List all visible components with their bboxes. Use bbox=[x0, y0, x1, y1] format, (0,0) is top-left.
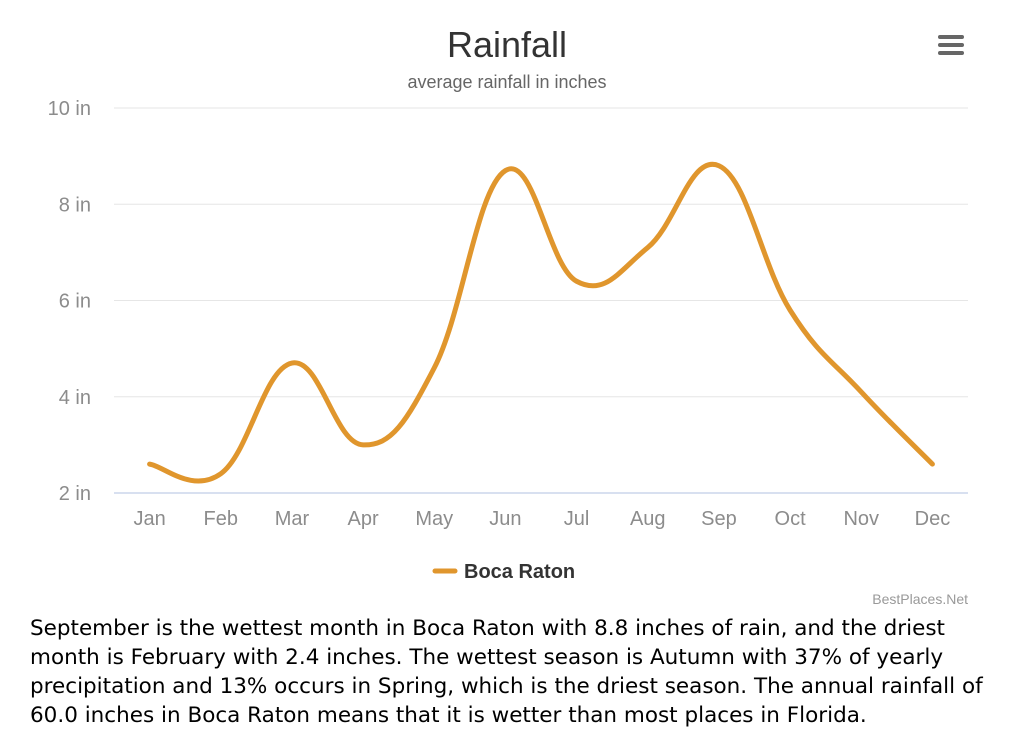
data-point[interactable] bbox=[571, 275, 583, 287]
rainfall-chart: 2 in 4 in 6 in 8 in 10 in Jan Feb Mar Apr May Jun… bbox=[48, 98, 968, 583]
data-point[interactable] bbox=[215, 468, 227, 480]
chart-title: Rainfall bbox=[446, 24, 568, 65]
chart-subtitle: average rainfall in inches bbox=[407, 72, 607, 92]
x-tick-label: Nov bbox=[843, 508, 879, 530]
hamburger-menu-icon bbox=[938, 35, 964, 39]
x-axis-ticks: Jan Feb Mar Apr May Jun Jul Aug Sep Oct Nov Dec bbox=[133, 508, 950, 530]
legend-label[interactable]: Boca Raton bbox=[464, 561, 575, 583]
hamburger-menu-icon-bar bbox=[938, 51, 964, 55]
data-point[interactable] bbox=[428, 362, 440, 374]
x-tick-label: Apr bbox=[348, 508, 379, 530]
data-point[interactable] bbox=[713, 160, 725, 172]
y-tick-label: 6 in bbox=[59, 291, 91, 313]
data-point[interactable] bbox=[357, 439, 369, 451]
x-tick-label: Jul bbox=[564, 508, 590, 530]
y-tick-label: 8 in bbox=[59, 194, 91, 216]
data-point[interactable] bbox=[286, 357, 298, 369]
x-tick-label: Jun bbox=[489, 508, 521, 530]
data-point[interactable] bbox=[926, 458, 938, 470]
x-tick-label: Jan bbox=[133, 508, 165, 530]
data-point[interactable] bbox=[784, 304, 796, 316]
credit-link[interactable]: BestPlaces.Net bbox=[872, 591, 968, 607]
x-tick-label: Dec bbox=[915, 508, 951, 530]
y-tick-label: 4 in bbox=[59, 387, 91, 409]
grid-lines bbox=[114, 107, 968, 494]
legend[interactable]: Boca Raton bbox=[432, 561, 575, 583]
x-tick-label: Mar bbox=[275, 508, 310, 530]
x-tick-label: Sep bbox=[701, 508, 737, 530]
data-point[interactable] bbox=[144, 458, 156, 470]
x-tick-label: Feb bbox=[204, 508, 238, 530]
hamburger-menu-icon-bar bbox=[938, 43, 964, 47]
chart-menu-button[interactable] bbox=[930, 30, 970, 60]
x-tick-label: Aug bbox=[630, 508, 666, 530]
data-point[interactable] bbox=[855, 386, 867, 398]
rainfall-summary-text: September is the wettest month in Boca R… bbox=[30, 616, 983, 728]
x-tick-label: Oct bbox=[775, 508, 807, 530]
series-line-boca-raton[interactable] bbox=[147, 161, 935, 484]
series-layer bbox=[144, 160, 938, 484]
data-point[interactable] bbox=[499, 165, 511, 177]
y-tick-label: 10 in bbox=[48, 98, 91, 120]
y-tick-label: 2 in bbox=[59, 483, 91, 505]
x-tick-label: May bbox=[415, 508, 453, 530]
data-point[interactable] bbox=[642, 242, 654, 254]
y-axis-ticks: 2 in 4 in 6 in 8 in 10 in bbox=[48, 98, 91, 505]
